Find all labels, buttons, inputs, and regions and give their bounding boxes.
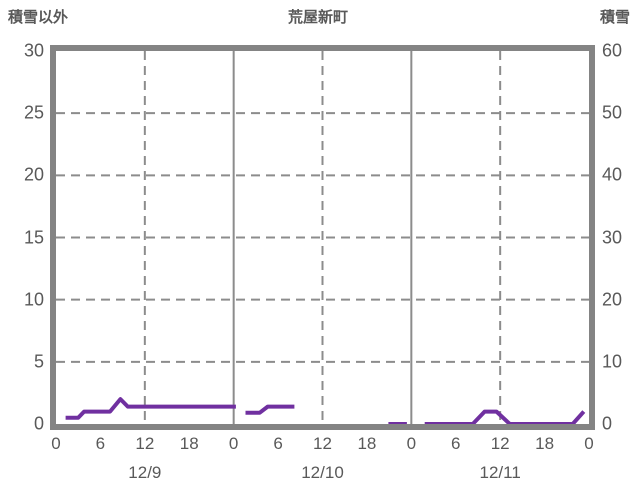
chart-title: 荒屋新町 — [287, 9, 349, 26]
date-label-12/9: 12/9 — [128, 463, 162, 482]
hour-tick-24: 0 — [228, 434, 239, 453]
hour-tick-18: 18 — [179, 434, 199, 453]
hour-tick-6: 6 — [95, 434, 106, 453]
right-axis-title: 積雪 — [599, 9, 630, 26]
hour-tick-48: 0 — [406, 434, 417, 453]
left-axis-title: 積雪以外 — [8, 9, 69, 26]
hour-tick-66: 18 — [535, 434, 555, 453]
hour-tick-42: 18 — [357, 434, 377, 453]
series-purple-observation-line-segment-1 — [245, 404, 295, 415]
left-tick-15: 15 — [23, 227, 44, 247]
right-tick-30: 30 — [602, 227, 623, 247]
left-tick-10: 10 — [23, 289, 44, 310]
left-tick-5: 5 — [33, 351, 44, 372]
series-purple-observation-line-segment-0 — [65, 397, 236, 420]
date-label-12/11: 12/11 — [479, 463, 521, 482]
hour-tick-0: 0 — [51, 434, 61, 453]
right-tick-50: 50 — [602, 102, 623, 123]
left-tick-20: 20 — [23, 164, 44, 185]
date-label-12/10: 12/10 — [301, 463, 344, 482]
plot-area — [50, 45, 595, 430]
hour-tick-30: 6 — [273, 434, 283, 453]
right-tick-0: 0 — [602, 413, 613, 434]
hour-tick-36: 12 — [313, 434, 332, 453]
right-tick-10: 10 — [602, 351, 623, 372]
hour-tick-54: 6 — [451, 434, 461, 453]
right-tick-20: 20 — [602, 289, 623, 310]
hour-tick-60: 12 — [490, 434, 510, 453]
left-tick-0: 0 — [33, 413, 44, 434]
left-tick-30: 30 — [23, 40, 44, 61]
series-purple-observation-line-segment-3 — [424, 409, 586, 424]
hour-tick-12: 12 — [135, 434, 155, 453]
hour-tick-72: 0 — [584, 434, 594, 453]
right-tick-40: 40 — [602, 164, 623, 185]
left-tick-25: 25 — [23, 102, 44, 123]
right-tick-60: 60 — [602, 40, 623, 61]
plot-svg — [56, 51, 589, 424]
